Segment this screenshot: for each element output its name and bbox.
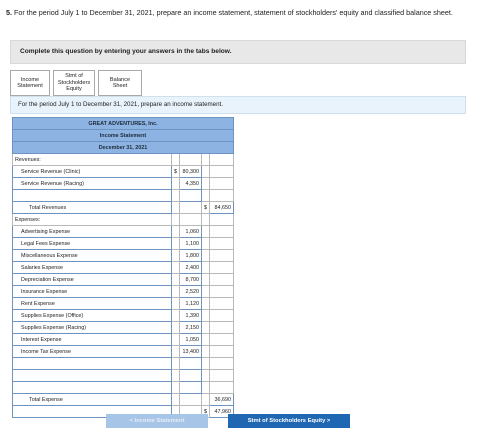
statement-date: December 31, 2021 xyxy=(12,141,234,154)
question-text: 5. For the period July 1 to December 31,… xyxy=(6,8,476,17)
expense-amount-input[interactable]: 1,390 xyxy=(179,309,202,322)
table-row xyxy=(12,369,234,382)
expense-amount-input[interactable]: 1,100 xyxy=(179,237,202,250)
total-expense-input[interactable]: 36,690 xyxy=(209,393,234,406)
blank-amount-input[interactable] xyxy=(179,381,202,394)
table-row: Supplies Expense (Office) 1,390 xyxy=(12,309,234,322)
company-name: GREAT ADVENTURES, Inc. xyxy=(12,117,234,130)
total-revenues-input[interactable]: 84,650 xyxy=(209,201,234,214)
expense-label-input[interactable]: Miscellaneous Expense xyxy=(12,249,172,262)
blank-amount-input[interactable] xyxy=(179,369,202,382)
table-row: Revenues: xyxy=(12,153,234,166)
income-statement-table: GREAT ADVENTURES, Inc. Income Statement … xyxy=(12,117,234,418)
currency-symbol: $ xyxy=(201,201,210,214)
blank-label-input[interactable] xyxy=(12,381,172,394)
table-row: Income Tax Expense 13,400 xyxy=(12,345,234,358)
tab-balance-sheet[interactable]: Balance Sheet xyxy=(98,70,142,96)
revenue-amount-input[interactable]: 80,300 xyxy=(179,165,202,178)
expense-label-input[interactable]: Supplies Expense (Racing) xyxy=(12,321,172,334)
total-expense-label-input[interactable]: Total Expense xyxy=(12,393,172,406)
revenue-label-input[interactable]: Service Revenue (Racing) xyxy=(12,177,172,190)
table-row: Expenses: xyxy=(12,213,234,226)
currency-symbol xyxy=(171,177,180,190)
table-row: Total Expense 36,690 xyxy=(12,393,234,406)
expense-label-input[interactable]: Interest Expense xyxy=(12,333,172,346)
table-row: Total Revenues $ 84,650 xyxy=(12,201,234,214)
table-row: Service Revenue (Racing) 4,350 xyxy=(12,177,234,190)
table-row: Supplies Expense (Racing) 2,150 xyxy=(12,321,234,334)
net-income-input[interactable]: 47,960 xyxy=(209,405,234,418)
expense-amount-input[interactable]: 2,150 xyxy=(179,321,202,334)
tab-bar: Income Statement Stmt of Stockholders Eq… xyxy=(10,70,145,96)
tab-prompt: For the period July 1 to December 31, 20… xyxy=(10,96,466,114)
statement-title: Income Statement xyxy=(12,129,234,142)
expense-label-input[interactable]: Supplies Expense (Office) xyxy=(12,309,172,322)
total-revenues-label-input[interactable]: Total Revenues xyxy=(12,201,172,214)
expense-label-input[interactable]: Income Tax Expense xyxy=(12,345,172,358)
expense-amount-input[interactable]: 1,120 xyxy=(179,297,202,310)
table-row: Service Revenue (Clinic) $ 80,300 xyxy=(12,165,234,178)
table-row: Interest Expense 1,050 xyxy=(12,333,234,346)
expenses-heading: Expenses: xyxy=(12,213,172,226)
currency-symbol: $ xyxy=(171,165,180,178)
expense-label-input[interactable]: Salaries Expense xyxy=(12,261,172,274)
table-row xyxy=(12,381,234,394)
table-row: Advertising Expense 1,060 xyxy=(12,225,234,238)
expense-amount-input[interactable]: 13,400 xyxy=(179,345,202,358)
prev-tab-button[interactable]: < Income Statement xyxy=(106,414,208,428)
revenues-heading: Revenues: xyxy=(12,153,172,166)
expense-amount-input[interactable]: 2,520 xyxy=(179,285,202,298)
expense-rows: Advertising Expense 1,060 Legal Fees Expe… xyxy=(12,225,234,358)
instructions-banner: Complete this question by entering your … xyxy=(10,40,466,64)
table-row: Depreciation Expense 8,700 xyxy=(12,273,234,286)
table-row: Salaries Expense 2,400 xyxy=(12,261,234,274)
blank-amount-input[interactable] xyxy=(179,189,202,202)
table-row: $ 47,960 xyxy=(12,405,234,418)
expense-label-input[interactable]: Depreciation Expense xyxy=(12,273,172,286)
blank-amount-input[interactable] xyxy=(179,357,202,370)
tab-income-statement[interactable]: Income Statement xyxy=(10,70,50,96)
table-row xyxy=(12,189,234,202)
revenue-label-input[interactable]: Service Revenue (Clinic) xyxy=(12,165,172,178)
tab-stockholders-equity[interactable]: Stmt of Stockholders Equity xyxy=(53,70,95,96)
question-body: For the period July 1 to December 31, 20… xyxy=(14,8,453,17)
table-row xyxy=(12,357,234,370)
expense-amount-input[interactable]: 1,060 xyxy=(179,225,202,238)
expense-label-input[interactable]: Legal Fees Expense xyxy=(12,237,172,250)
blank-label-input[interactable] xyxy=(12,369,172,382)
table-row: Insurance Expense 2,520 xyxy=(12,285,234,298)
expense-amount-input[interactable]: 1,050 xyxy=(179,333,202,346)
revenue-amount-input[interactable]: 4,350 xyxy=(179,177,202,190)
expense-label-input[interactable]: Insurance Expense xyxy=(12,285,172,298)
blank-label-input[interactable] xyxy=(12,357,172,370)
next-tab-button[interactable]: Stmt of Stockholders Equity > xyxy=(228,414,350,428)
table-row: Legal Fees Expense 1,100 xyxy=(12,237,234,250)
table-row: Miscellaneous Expense 1,800 xyxy=(12,249,234,262)
expense-amount-input[interactable]: 1,800 xyxy=(179,249,202,262)
expense-label-input[interactable]: Advertising Expense xyxy=(12,225,172,238)
blank-label-input[interactable] xyxy=(12,189,172,202)
expense-label-input[interactable]: Rent Expense xyxy=(12,297,172,310)
question-number: 5. xyxy=(6,8,12,17)
expense-amount-input[interactable]: 2,400 xyxy=(179,261,202,274)
expense-amount-input[interactable]: 8,700 xyxy=(179,273,202,286)
table-row: Rent Expense 1,120 xyxy=(12,297,234,310)
